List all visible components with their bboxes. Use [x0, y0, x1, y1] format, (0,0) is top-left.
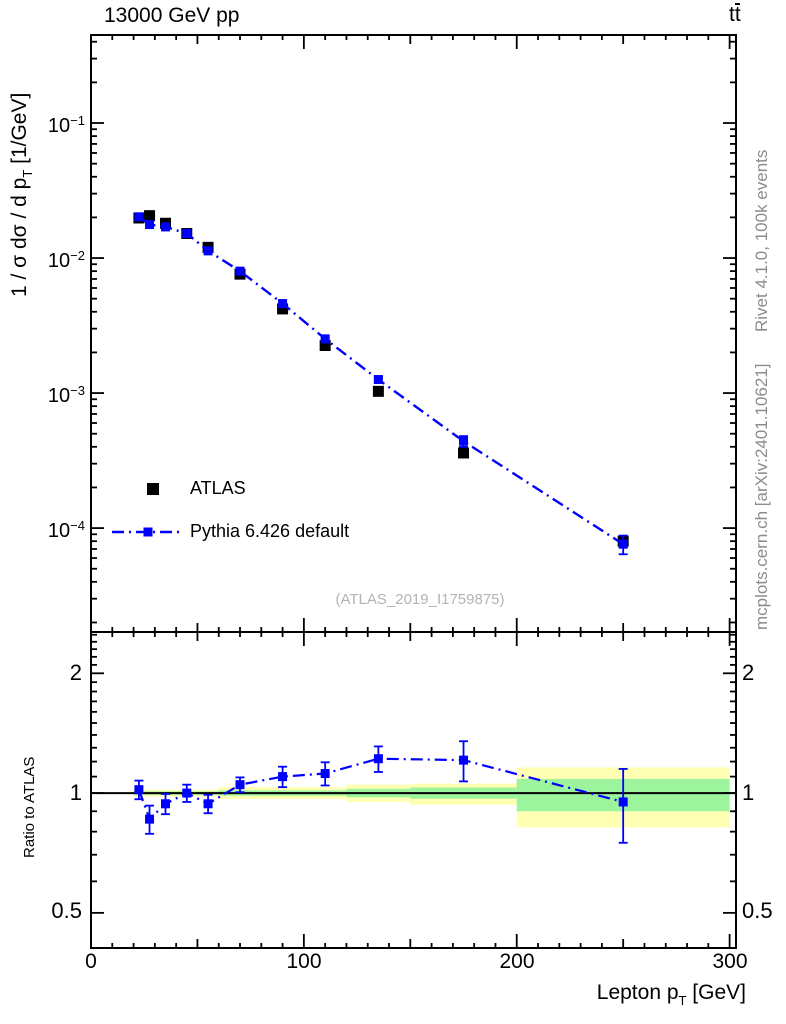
process-label-ttbar: tt	[729, 3, 741, 27]
x-tick-label-100: 100	[286, 950, 322, 973]
legend-entry-atlas: ATLAS	[190, 478, 246, 498]
analysis-watermark: (ATLAS_2019_I1759875)	[335, 591, 505, 608]
top-panel-y-axis-title: 1 / σ dσ / d pT [1/GeV]	[8, 92, 35, 297]
y-tick-label-1e-2: 10−2	[47, 248, 85, 273]
y-tick-label-1e-4: 10−4	[47, 518, 85, 543]
mcplots-arxiv-note: mcplots.cern.ch [arXiv:2401.10621]	[752, 363, 771, 630]
x-tick-label-200: 200	[499, 950, 535, 973]
rivet-version-note: Rivet 4.1.0, 100k events	[752, 149, 771, 332]
beam-energy-title: 13000 GeV pp	[104, 4, 240, 27]
ratio-y-axis-title: Ratio to ATLAS	[21, 756, 38, 858]
y-tick-label-1e-1: 10−1	[47, 113, 85, 138]
ratio-tick-1-left: 1	[69, 780, 82, 805]
ratio-tick-05-right: 0.5	[742, 898, 773, 923]
ratio-tick-1-right: 1	[742, 780, 755, 805]
x-tick-label-300: 300	[712, 950, 748, 973]
legend-entry-pythia: Pythia 6.426 default	[190, 521, 350, 541]
x-axis-title: Lepton pT [GeV]	[596, 981, 746, 1008]
ratio-tick-2-left: 2	[69, 660, 82, 685]
process-t: t	[729, 3, 735, 26]
x-tick-label-0: 0	[85, 950, 97, 973]
ratio-tick-05-left: 0.5	[51, 898, 82, 923]
process-tbar: t	[734, 3, 741, 26]
y-tick-label-1e-3: 10−3	[47, 383, 85, 408]
ratio-tick-2-right: 2	[742, 660, 755, 685]
